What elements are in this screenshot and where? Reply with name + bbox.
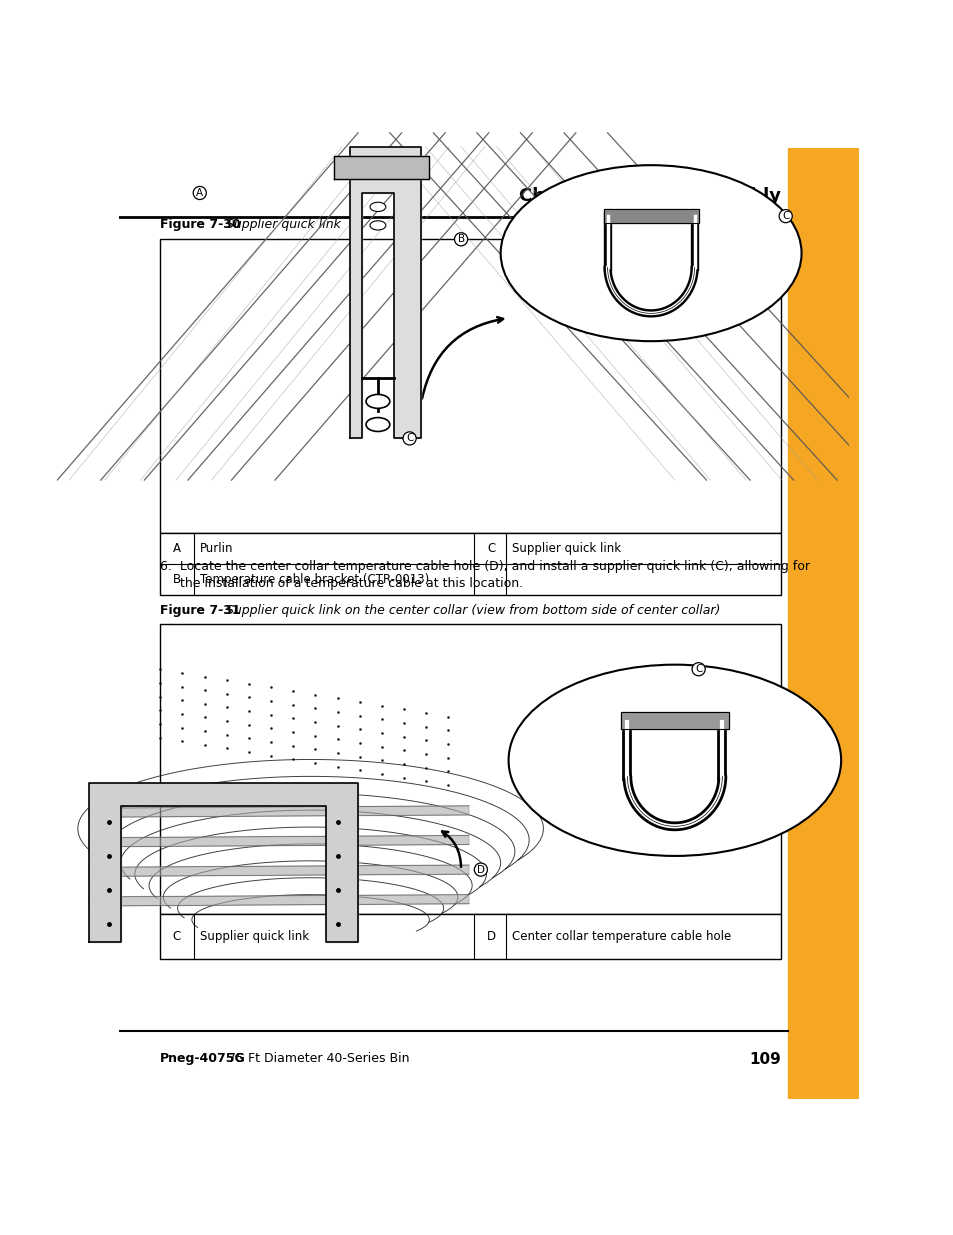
- Text: Purlin: Purlin: [199, 542, 233, 556]
- Polygon shape: [89, 894, 469, 906]
- Polygon shape: [334, 156, 429, 179]
- Text: B: B: [457, 235, 464, 245]
- Text: 75 Ft Diameter 40-Series Bin: 75 Ft Diameter 40-Series Bin: [224, 1052, 409, 1065]
- Text: Supplier quick link: Supplier quick link: [512, 542, 620, 556]
- Text: D: D: [486, 930, 496, 944]
- Polygon shape: [603, 209, 698, 224]
- Text: Figure 7-31: Figure 7-31: [160, 604, 240, 618]
- Polygon shape: [89, 783, 357, 942]
- Text: the installation of a temperature cable at this location.: the installation of a temperature cable …: [160, 578, 522, 590]
- Circle shape: [370, 221, 385, 230]
- Circle shape: [508, 664, 841, 856]
- Text: 6.  Locate the center collar temperature cable hole (D), and install a supplier : 6. Locate the center collar temperature …: [160, 561, 809, 573]
- Text: Supplier quick link: Supplier quick link: [199, 930, 309, 944]
- Circle shape: [366, 417, 390, 431]
- Text: B: B: [172, 573, 181, 587]
- Bar: [160, 914, 781, 960]
- Polygon shape: [89, 864, 469, 877]
- Text: Supplier quick link: Supplier quick link: [222, 217, 340, 231]
- Polygon shape: [620, 713, 728, 730]
- Text: Figure 7-30: Figure 7-30: [160, 217, 240, 231]
- Polygon shape: [89, 805, 469, 818]
- Polygon shape: [89, 835, 469, 847]
- Text: Temperature cable bracket (CTR-0013): Temperature cable bracket (CTR-0013): [199, 573, 429, 587]
- Bar: [160, 238, 781, 534]
- Bar: [787, 148, 858, 1099]
- Text: C: C: [781, 211, 788, 221]
- Circle shape: [370, 203, 385, 211]
- Text: A: A: [196, 188, 203, 198]
- Text: Pneg-4075G: Pneg-4075G: [160, 1052, 246, 1065]
- Text: C: C: [405, 433, 413, 443]
- Text: 109: 109: [748, 1052, 781, 1067]
- Circle shape: [366, 394, 390, 409]
- Text: A: A: [172, 542, 181, 556]
- Bar: [160, 624, 781, 914]
- Text: C: C: [487, 542, 495, 556]
- Text: C: C: [694, 664, 701, 674]
- Text: Chapter 7: Roof Assembly: Chapter 7: Roof Assembly: [518, 188, 781, 205]
- Text: C: C: [172, 930, 181, 944]
- Text: D: D: [476, 864, 484, 874]
- Circle shape: [500, 165, 801, 341]
- Bar: [160, 534, 781, 595]
- Text: Center collar temperature cable hole: Center collar temperature cable hole: [512, 930, 730, 944]
- Polygon shape: [350, 147, 421, 438]
- Text: Supplier quick link on the center collar (view from bottom side of center collar: Supplier quick link on the center collar…: [222, 604, 720, 618]
